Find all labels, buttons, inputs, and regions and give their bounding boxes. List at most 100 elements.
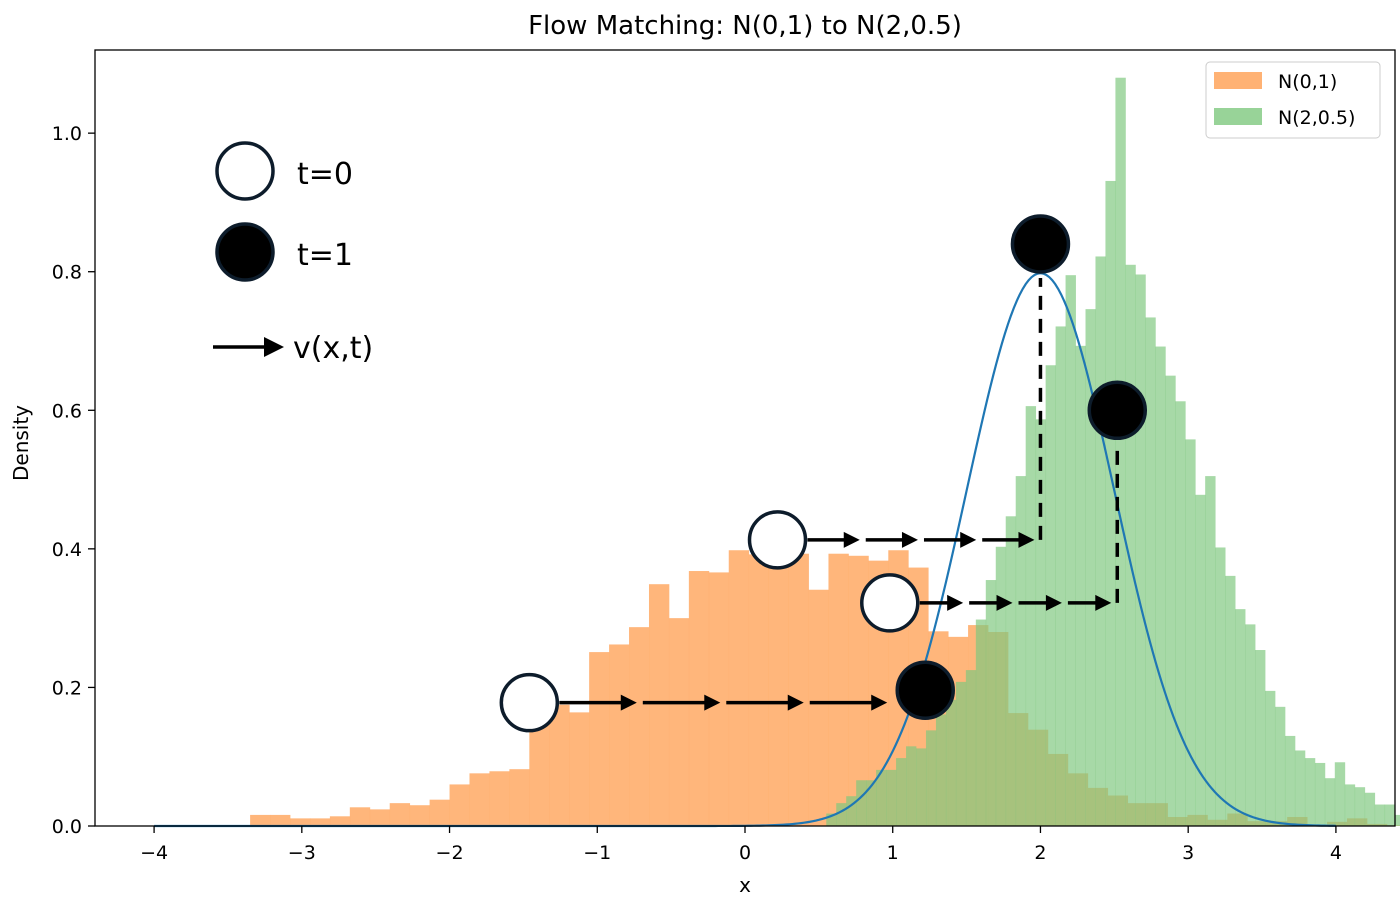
- histogram-n205: [826, 77, 1400, 827]
- histogram-bar: [1215, 547, 1226, 826]
- chart-title: Flow Matching: N(0,1) to N(2,0.5): [528, 11, 962, 41]
- histogram-bar: [1205, 476, 1216, 826]
- histogram-bar: [975, 619, 987, 826]
- histogram-bar: [906, 746, 917, 826]
- histogram-bar: [708, 572, 730, 826]
- histogram-bar: [329, 816, 351, 826]
- velocity-arrow-head-icon: [264, 337, 284, 357]
- histogram-bar: [449, 784, 470, 826]
- histogram-bar: [1095, 256, 1106, 826]
- x-axis-label: x: [739, 873, 751, 897]
- histogram-bar: [808, 589, 829, 826]
- histogram-bar: [915, 748, 927, 826]
- histogram-bar: [995, 546, 1007, 826]
- x-tick-label: −2: [436, 842, 464, 864]
- legend-label-n205: N(2,0.5): [1278, 107, 1355, 129]
- histogram-bar: [409, 805, 431, 826]
- velocity-arrow-head: [871, 694, 888, 711]
- y-tick-label: 0.6: [52, 400, 82, 422]
- histogram-bar: [1265, 690, 1276, 826]
- histogram-bar: [1245, 624, 1256, 826]
- histogram-bar: [1125, 264, 1136, 826]
- histogram-bar: [1155, 346, 1166, 826]
- histogram-bar: [309, 818, 331, 826]
- histogram-bar: [848, 555, 869, 826]
- histogram-bar: [1274, 706, 1286, 826]
- histogram-bar: [826, 813, 837, 826]
- y-tick-label: 0.2: [52, 677, 82, 699]
- x-tick-label: 0: [739, 842, 751, 864]
- histogram-bar: [985, 580, 997, 826]
- histogram-bar: [429, 799, 450, 826]
- histogram-bar: [1394, 814, 1400, 826]
- velocity-arrow-head: [620, 694, 637, 711]
- histogram-bar: [1255, 650, 1266, 826]
- y-tick-label: 0.4: [52, 539, 82, 561]
- histogram-bar: [489, 771, 510, 826]
- histogram-bar: [1175, 401, 1186, 826]
- histogram-bar: [1065, 275, 1076, 826]
- velocity-arrow-head: [787, 694, 804, 711]
- histogram-bar: [1075, 345, 1086, 826]
- histogram-bar: [549, 704, 570, 826]
- legend-label-n01: N(0,1): [1278, 71, 1337, 93]
- x-tick-label: −4: [140, 842, 168, 864]
- velocity-arrow-head: [1018, 531, 1035, 548]
- histogram-bar: [1085, 309, 1096, 827]
- histogram-bar: [1314, 762, 1326, 826]
- x-tick-label: 3: [1182, 842, 1194, 864]
- histogram-bar: [896, 758, 907, 826]
- y-tick-label: 0.8: [52, 262, 82, 284]
- histogram-bar: [369, 809, 391, 826]
- histogram-bar: [1005, 516, 1017, 826]
- flow-path: [747, 214, 1071, 570]
- histogram-bar: [768, 548, 789, 826]
- histogram-bar: [1105, 180, 1116, 826]
- velocity-arrow-head: [960, 531, 977, 548]
- histogram-bar: [1235, 609, 1246, 826]
- histogram-bar: [1015, 476, 1027, 826]
- annotation-key: t=0 t=1 v(x,t): [213, 141, 373, 366]
- histogram-bar: [1115, 77, 1126, 826]
- histogram-bar: [1025, 406, 1037, 826]
- t1-marker-icon: [215, 222, 275, 282]
- histogram-bar: [1185, 439, 1196, 826]
- t0-point: [747, 510, 808, 570]
- velocity-arrow-head: [947, 594, 964, 611]
- histogram-bar: [668, 618, 690, 826]
- histogram-bar: [935, 714, 947, 826]
- histogram-bar: [965, 670, 977, 826]
- histogram-bar: [1364, 792, 1376, 826]
- histogram-bar: [648, 584, 670, 826]
- histogram-bar: [886, 769, 897, 826]
- histogram-bar: [1384, 804, 1396, 826]
- histogram-bar: [270, 814, 291, 826]
- histogram-bar: [828, 553, 849, 826]
- histogram-bar: [1045, 365, 1056, 826]
- t1-point: [1010, 214, 1071, 274]
- flow-path: [860, 380, 1148, 633]
- histogram-bar: [1135, 274, 1146, 826]
- histogram-bar: [509, 769, 530, 826]
- velocity-arrow-head: [1095, 594, 1112, 611]
- histogram-bar: [856, 780, 867, 826]
- histogram-bar: [955, 681, 967, 826]
- flow-path: [499, 660, 955, 733]
- velocity-arrow-head: [843, 531, 860, 548]
- velocity-arrow-head: [996, 594, 1013, 611]
- histogram-bar: [1354, 787, 1366, 826]
- plot-area: −4 −3 −2 −1 0 1 2 3 4 0.0 0.2 0.4 0.6 0.8 1.0: [52, 49, 1400, 864]
- histogram-bar: [876, 769, 887, 826]
- histogram-bar: [788, 553, 809, 826]
- histogram-bar: [728, 550, 750, 826]
- t0-point: [860, 573, 920, 633]
- x-tick-label: −1: [583, 842, 611, 864]
- t1-label: t=1: [297, 238, 353, 273]
- t1-point: [1087, 380, 1148, 441]
- histogram-bar: [569, 712, 590, 826]
- velocity-arrow-head: [1045, 594, 1062, 611]
- histogram-bar: [1334, 762, 1346, 826]
- histogram-bar: [1304, 758, 1316, 826]
- t0-label: t=0: [297, 157, 353, 192]
